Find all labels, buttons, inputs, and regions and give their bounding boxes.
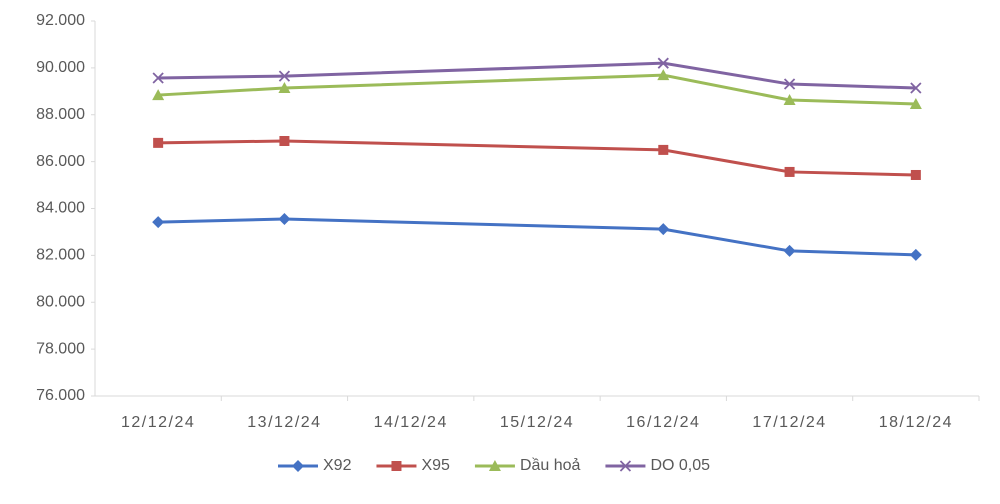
legend-label: X95 — [421, 457, 450, 474]
marker — [910, 82, 922, 94]
marker — [909, 248, 922, 261]
marker — [278, 213, 291, 226]
marker — [784, 166, 795, 177]
legend-label: X92 — [323, 457, 352, 474]
marker — [488, 460, 501, 471]
y-tick-label: 80.000 — [36, 293, 85, 310]
marker — [278, 70, 291, 82]
marker — [657, 223, 670, 236]
y-tick-label: 84.000 — [36, 200, 85, 217]
marker — [153, 137, 164, 148]
x-tick-label: 14/12/24 — [374, 414, 448, 431]
y-tick-label: 90.000 — [36, 59, 85, 76]
marker — [909, 97, 922, 109]
marker — [910, 169, 921, 180]
marker — [152, 89, 165, 101]
marker — [278, 82, 291, 94]
x-tick-label: 12/12/24 — [121, 414, 195, 431]
marker — [783, 93, 796, 105]
legend-label: Dầu hoả — [520, 457, 581, 474]
series-line — [158, 217, 916, 257]
legend-label: DO 0,05 — [650, 457, 710, 474]
marker — [658, 144, 669, 155]
x-tick-label: 18/12/24 — [879, 414, 953, 431]
y-tick-label: 86.000 — [36, 153, 85, 170]
marker — [391, 461, 402, 471]
marker — [292, 460, 304, 472]
series-line — [158, 73, 916, 106]
x-tick-label: 13/12/24 — [247, 414, 321, 431]
y-tick-label: 82.000 — [36, 247, 85, 264]
marker — [657, 69, 670, 81]
y-tick-label: 78.000 — [36, 340, 85, 357]
marker — [152, 72, 164, 84]
y-tick-label: 76.000 — [36, 387, 85, 404]
x-tick-label: 15/12/24 — [500, 414, 574, 431]
series-line — [158, 139, 916, 177]
y-tick-label: 88.000 — [36, 106, 85, 123]
marker — [783, 78, 796, 90]
x-tick-label: 16/12/24 — [626, 414, 700, 431]
x-tick-label: 17/12/24 — [752, 414, 826, 431]
marker — [657, 57, 669, 69]
marker — [152, 216, 165, 229]
marker — [279, 136, 290, 146]
series-line — [158, 61, 916, 90]
marker — [619, 460, 632, 472]
marker — [783, 244, 796, 257]
y-tick-label: 92.000 — [36, 12, 85, 29]
